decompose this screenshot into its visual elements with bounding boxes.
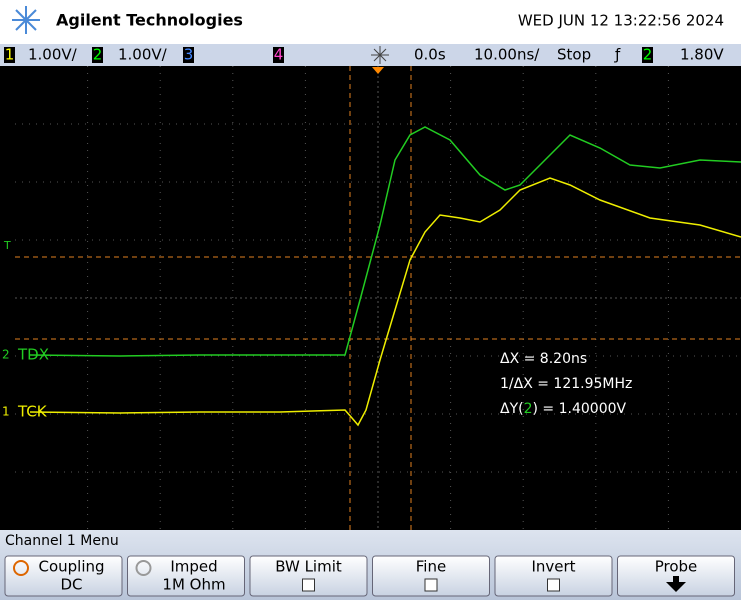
checkbox — [424, 578, 438, 592]
datetime: WED JUN 12 13:22:56 2024 — [518, 12, 724, 30]
checkbox — [547, 578, 560, 592]
ch2-marker: 2 — [2, 348, 10, 362]
trig-edge: ƒ — [614, 46, 621, 64]
softkey-value: DC — [60, 576, 82, 594]
delta-y-prefix: ΔY( — [500, 401, 524, 417]
ch1-badge[interactable]: 1 — [5, 46, 15, 64]
trig-level: 1.80V — [680, 46, 724, 64]
ch1-marker: 1 — [2, 405, 10, 419]
softkey-label: Probe — [655, 558, 698, 576]
ch1-label: TCK — [17, 403, 48, 421]
ch2-scale: 1.00V/ — [118, 46, 168, 64]
delay: 0.0s — [414, 46, 446, 64]
softkey[interactable] — [372, 555, 490, 597]
softkey-label: Fine — [416, 558, 446, 576]
softkey-label: Imped — [170, 558, 217, 576]
ch4-badge[interactable]: 4 — [274, 46, 284, 64]
softkey[interactable] — [249, 555, 368, 597]
delta-y: ΔY(2) = 1.40000V — [500, 401, 627, 417]
run-state: Stop — [557, 46, 591, 64]
delay-icon — [371, 46, 389, 64]
trig-source: 2 — [643, 46, 653, 64]
checkbox — [302, 578, 315, 592]
softkey-label: Invert — [531, 558, 575, 576]
softkey-label: Coupling — [38, 558, 104, 576]
cursors — [15, 66, 741, 530]
softkey[interactable] — [127, 555, 245, 597]
delta-y-value: ) = 1.40000V — [533, 401, 627, 417]
softkey-icon — [13, 560, 29, 576]
delta-x: ΔX = 8.20ns — [500, 351, 587, 367]
ch2-badge[interactable]: 2 — [93, 46, 103, 64]
ch1-scale: 1.00V/ — [28, 46, 78, 64]
ch2-label: TDX — [17, 346, 49, 364]
delta-y-source: 2 — [524, 401, 533, 417]
softkey-value: 1M Ohm — [162, 576, 225, 594]
menu-title: Channel 1 Menu — [5, 533, 119, 549]
softkey-label: BW Limit — [275, 558, 342, 576]
inverse-delta-x: 1/ΔX = 121.95MHz — [500, 376, 632, 392]
brand: Agilent Technologies — [56, 11, 243, 30]
ch3-badge[interactable]: 3 — [184, 46, 194, 64]
timebase: 10.00ns/ — [474, 46, 540, 64]
ch1-trace — [29, 177, 741, 427]
ch2-trace — [29, 126, 741, 357]
softkey-icon — [135, 560, 152, 576]
logo — [12, 6, 40, 34]
trigger-marker: T — [3, 239, 11, 252]
softkey-arrow — [666, 576, 686, 592]
softkey[interactable] — [4, 555, 123, 597]
softkey[interactable] — [494, 555, 613, 597]
